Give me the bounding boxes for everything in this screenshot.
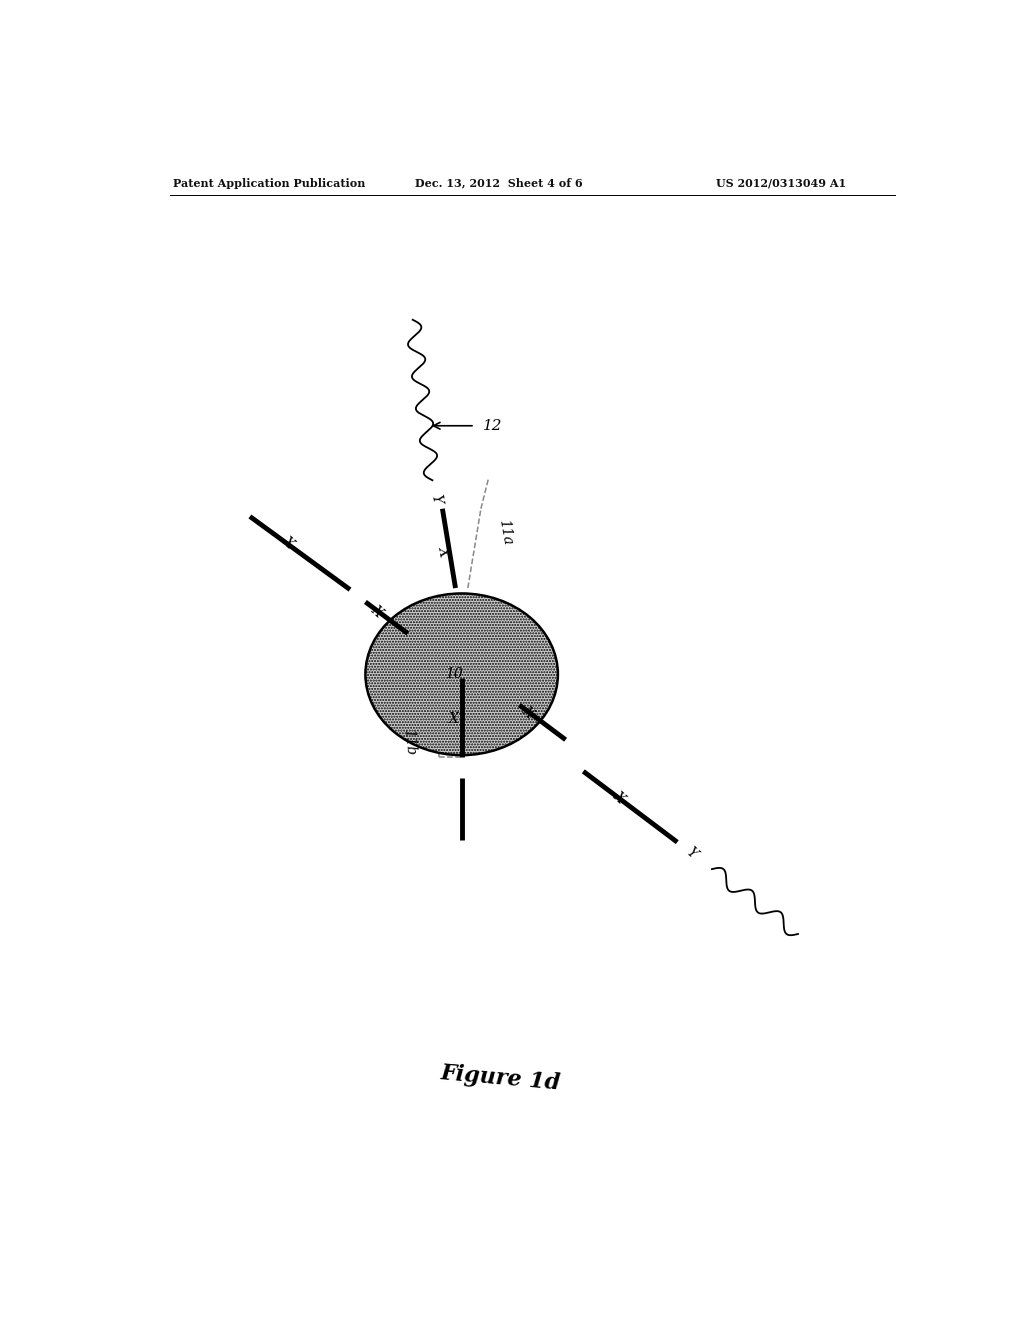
Ellipse shape: [366, 594, 558, 755]
Text: Patent Application Publication: Patent Application Publication: [173, 178, 366, 189]
Text: US 2012/0313049 A1: US 2012/0313049 A1: [716, 178, 846, 189]
Text: X: X: [436, 545, 452, 557]
Text: X: X: [280, 533, 297, 550]
Text: 11b: 11b: [401, 729, 418, 756]
Text: 10: 10: [445, 668, 463, 681]
Text: Dec. 13, 2012  Sheet 4 of 6: Dec. 13, 2012 Sheet 4 of 6: [416, 178, 583, 189]
Text: X: X: [520, 705, 537, 721]
Text: Y: Y: [683, 845, 699, 861]
Text: 11a: 11a: [497, 517, 515, 546]
Text: X: X: [449, 711, 459, 726]
Text: Figure 1d: Figure 1d: [439, 1063, 561, 1094]
Text: X: X: [611, 789, 628, 807]
Text: 12: 12: [482, 418, 502, 433]
Text: X: X: [369, 603, 385, 619]
Text: Y: Y: [429, 494, 444, 504]
